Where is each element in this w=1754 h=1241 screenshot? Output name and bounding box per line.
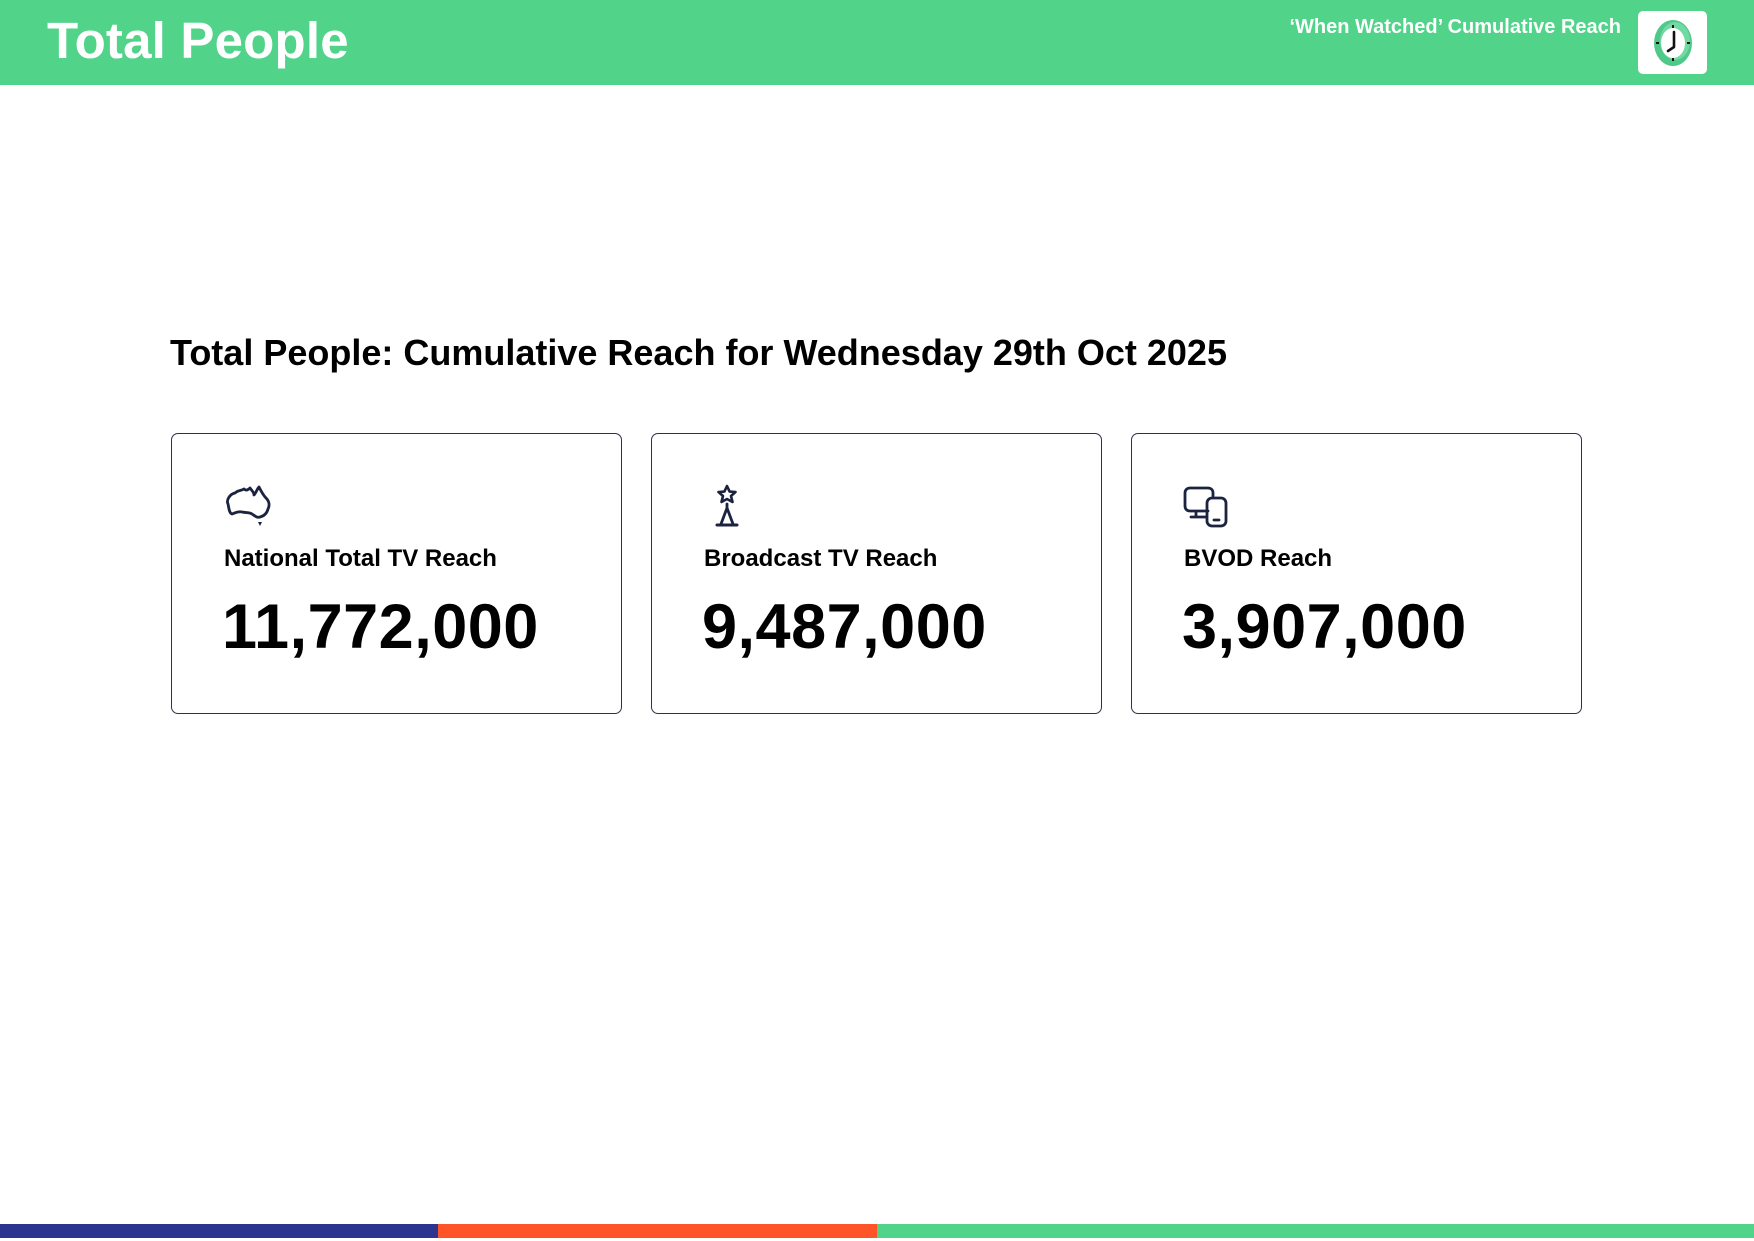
section-title: Total People: Cumulative Reach for Wedne… [170, 332, 1227, 373]
logo [1638, 11, 1707, 74]
report-type-label: ‘When Watched’ Cumulative Reach [1289, 16, 1621, 38]
metric-value: 9,487,000 [702, 592, 987, 662]
clock-icon [1653, 19, 1692, 66]
metric-value: 3,907,000 [1182, 592, 1467, 662]
header-banner: Total People ‘When Watched’ Cumulative R… [0, 0, 1754, 85]
metric-card-bvod: BVOD Reach 3,907,000 [1131, 433, 1582, 714]
metric-card-national-total-tv: National Total TV Reach 11,772,000 [171, 433, 622, 714]
metric-card-broadcast-tv: Broadcast TV Reach 9,487,000 [651, 433, 1102, 714]
page-title: Total People [47, 12, 349, 69]
metric-label: BVOD Reach [1184, 545, 1333, 572]
metric-value: 11,772,000 [222, 592, 539, 662]
footer-segment-blue [0, 1224, 438, 1238]
australia-map-icon [226, 485, 271, 526]
footer-color-bar [0, 1224, 1754, 1238]
metric-label: Broadcast TV Reach [704, 545, 938, 572]
footer-segment-orange [438, 1224, 877, 1238]
broadcast-tower-icon [715, 484, 739, 527]
devices-icon [1183, 486, 1228, 528]
footer-segment-green [877, 1224, 1754, 1238]
metric-label: National Total TV Reach [224, 545, 497, 572]
